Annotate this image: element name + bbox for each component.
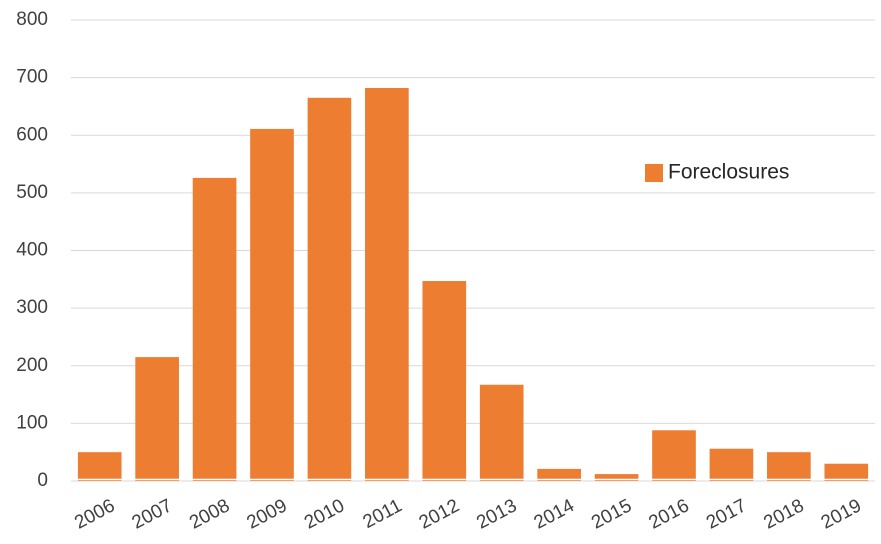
bar [652,430,696,481]
x-tick-label: 2013 [473,495,520,533]
bar [824,463,869,481]
x-tick-label: 2006 [71,495,118,533]
bar [307,97,352,481]
legend-swatch [645,164,663,182]
bar [767,452,811,481]
y-tick-label: 0 [37,470,48,491]
x-tick-label: 2011 [360,495,406,533]
bar [594,474,639,481]
bar [537,468,581,481]
y-tick-label: 600 [16,124,48,145]
x-tick-label: 2018 [760,495,807,533]
bar [365,87,409,481]
bar [422,281,467,481]
bar [77,452,122,481]
y-tick-label: 200 [16,355,48,376]
bar [479,384,524,481]
bar [250,128,294,481]
x-tick-label: 2017 [703,495,750,533]
x-tick-label: 2008 [186,495,233,533]
x-tick-label: 2009 [244,495,291,533]
bar [135,357,179,481]
y-tick-label: 100 [16,412,48,433]
y-tick-label: 700 [16,67,48,88]
y-tick-label: 800 [16,9,48,30]
y-tick-label: 500 [16,182,48,203]
x-tick-label: 2014 [531,495,579,534]
y-tick-label: 300 [16,297,48,318]
x-tick-label: 2015 [588,495,635,533]
bar [192,177,237,481]
x-tick-label: 2012 [416,495,463,533]
bar [709,448,754,481]
x-tick-label: 2010 [301,495,348,533]
y-tick-label: 400 [16,240,48,261]
x-tick-label: 2016 [646,495,693,533]
x-tick-label: 2019 [818,495,865,533]
legend-label: Foreclosures [668,161,789,184]
x-tick-label: 2007 [129,495,176,533]
